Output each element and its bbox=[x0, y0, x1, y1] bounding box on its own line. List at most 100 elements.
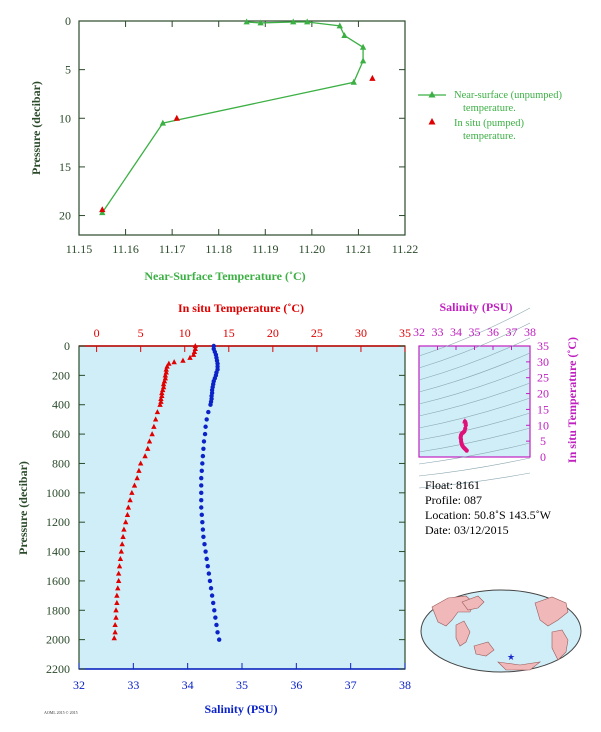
temperature-point bbox=[114, 592, 120, 598]
near-surface-point bbox=[243, 18, 250, 25]
profile-panel: 0 5 10 15 20 25 30 35 32 33 34 35 36 37 38 0 200 400 600… bbox=[16, 301, 411, 716]
temperature-point bbox=[122, 519, 129, 525]
temperature-point bbox=[113, 607, 119, 613]
profile-series bbox=[111, 343, 222, 642]
near-surface-x-tick-label: 11.18 bbox=[205, 242, 232, 256]
salinity-point bbox=[204, 417, 209, 422]
near-surface-point bbox=[290, 18, 297, 25]
pressure-tick-label: 2200 bbox=[46, 662, 70, 676]
pressure-axis-title: Pressure (decibar) bbox=[16, 461, 30, 555]
ts-points bbox=[458, 418, 469, 453]
ts-density-contour bbox=[418, 307, 531, 357]
near-surface-point bbox=[359, 43, 367, 50]
temperature-point bbox=[158, 395, 164, 401]
map-land bbox=[431, 595, 569, 671]
near-surface-y-tick-label: 10 bbox=[59, 111, 71, 125]
near-surface-point bbox=[359, 57, 367, 64]
ts-x-tick-label: 35 bbox=[469, 325, 481, 339]
ts-density-contour bbox=[418, 337, 531, 381]
salinity-point bbox=[199, 490, 204, 496]
ts-y-tick-label: 25 bbox=[537, 371, 549, 385]
salinity-point bbox=[200, 453, 206, 459]
temperature-point bbox=[114, 599, 120, 606]
near-surface-panel: 11.15 11.16 11.17 11.18 11.19 11.20 11.21 11.22… bbox=[29, 14, 418, 283]
temperature-point bbox=[115, 577, 122, 584]
salinity-tick-label: 37 bbox=[345, 678, 357, 692]
temperature-point bbox=[180, 357, 186, 363]
near-surface-y-ticks: 0 5 10 15 20 bbox=[59, 14, 405, 223]
near-surface-x-tick-label: 11.15 bbox=[66, 242, 93, 256]
legend-triangle-in-situ bbox=[428, 118, 436, 125]
temperature-point bbox=[113, 614, 119, 620]
pressure-tick-label: 600 bbox=[52, 427, 70, 441]
temperature-point bbox=[129, 489, 135, 495]
salinity-point bbox=[199, 505, 204, 510]
date: Date: 03/12/2015 bbox=[425, 523, 509, 537]
near-surface-y-label: Pressure (decibar) bbox=[29, 81, 43, 175]
salinity-point bbox=[202, 542, 207, 547]
near-surface-plot-frame bbox=[78, 20, 406, 236]
temperature-point bbox=[127, 497, 133, 503]
near-surface-y-tick-label: 15 bbox=[59, 160, 71, 174]
pressure-tick-label: 1000 bbox=[46, 486, 70, 500]
salinity-point bbox=[200, 527, 206, 532]
salinity-point bbox=[213, 615, 218, 620]
near-surface-x-tick-label: 11.16 bbox=[112, 242, 139, 256]
near-surface-point bbox=[350, 78, 357, 85]
pressure-tick-label: 1800 bbox=[46, 603, 70, 617]
temperature-point bbox=[112, 629, 118, 635]
salinity-tick-label: 38 bbox=[399, 678, 411, 692]
ts-surface-point bbox=[462, 418, 468, 424]
salinity-point bbox=[216, 637, 222, 642]
salinity-ticks: 32 33 34 35 36 37 38 bbox=[73, 663, 411, 692]
ts-x-tick-label: 34 bbox=[450, 325, 462, 339]
salinity-point bbox=[201, 534, 206, 540]
temperature-point bbox=[146, 438, 153, 444]
temperature-tick-label: 25 bbox=[311, 326, 323, 340]
temperature-tick-label: 15 bbox=[223, 326, 235, 340]
near-surface-point bbox=[159, 119, 166, 126]
temperature-point bbox=[142, 453, 148, 459]
float-id: Float: 8161 bbox=[425, 478, 480, 492]
world-map: ★ bbox=[420, 589, 582, 673]
ts-y-tick-label: 15 bbox=[537, 402, 549, 416]
temperature-axis-title: In situ Temperature (˚C) bbox=[178, 301, 304, 315]
near-surface-y-tick-label: 20 bbox=[59, 209, 71, 223]
salinity-point bbox=[199, 512, 204, 518]
salinity-point bbox=[206, 571, 212, 576]
salinity-point bbox=[200, 519, 205, 525]
temperature-point bbox=[160, 381, 167, 387]
near-surface-x-label: Near-Surface Temperature (˚C) bbox=[144, 269, 305, 283]
salinity-point bbox=[201, 446, 206, 451]
ts-y-tick-label: 20 bbox=[537, 387, 549, 401]
ts-x-tick-label: 37 bbox=[506, 325, 518, 339]
temperature-point bbox=[125, 504, 132, 510]
temperature-tick-label: 5 bbox=[138, 326, 144, 340]
near-surface-point bbox=[341, 32, 348, 39]
salinity-point bbox=[215, 630, 220, 635]
ts-density-contour bbox=[418, 427, 531, 453]
ts-temperature-title: In situ Temperature (˚C) bbox=[565, 337, 579, 463]
salinity-point bbox=[204, 556, 209, 562]
profile-number: Profile: 087 bbox=[425, 493, 482, 507]
temperature-point bbox=[190, 351, 197, 357]
temperature-point bbox=[192, 343, 199, 349]
profile-plot-frame bbox=[78, 345, 406, 670]
salinity-tick-label: 33 bbox=[127, 678, 139, 692]
legend-label-in-situ-1: In situ (pumped) bbox=[454, 118, 524, 129]
pressure-tick-label: 200 bbox=[52, 368, 70, 382]
footer-credit: AOML 2015 © 2015 bbox=[44, 710, 78, 715]
temperature-point bbox=[111, 635, 117, 641]
temperature-point bbox=[116, 563, 123, 569]
ts-y-tick-label: 30 bbox=[537, 355, 549, 369]
near-surface-point bbox=[336, 22, 343, 29]
ts-x-tick-label: 33 bbox=[432, 325, 444, 339]
ts-y-tick-label: 5 bbox=[540, 434, 546, 448]
pressure-tick-label: 1400 bbox=[46, 545, 70, 559]
pressure-tick-label: 800 bbox=[52, 456, 70, 470]
salinity-point bbox=[202, 431, 208, 437]
ts-y-tick-label: 35 bbox=[537, 339, 549, 353]
float-info: Float: 8161 Profile: 087 Location: 50.8˚… bbox=[425, 478, 552, 537]
